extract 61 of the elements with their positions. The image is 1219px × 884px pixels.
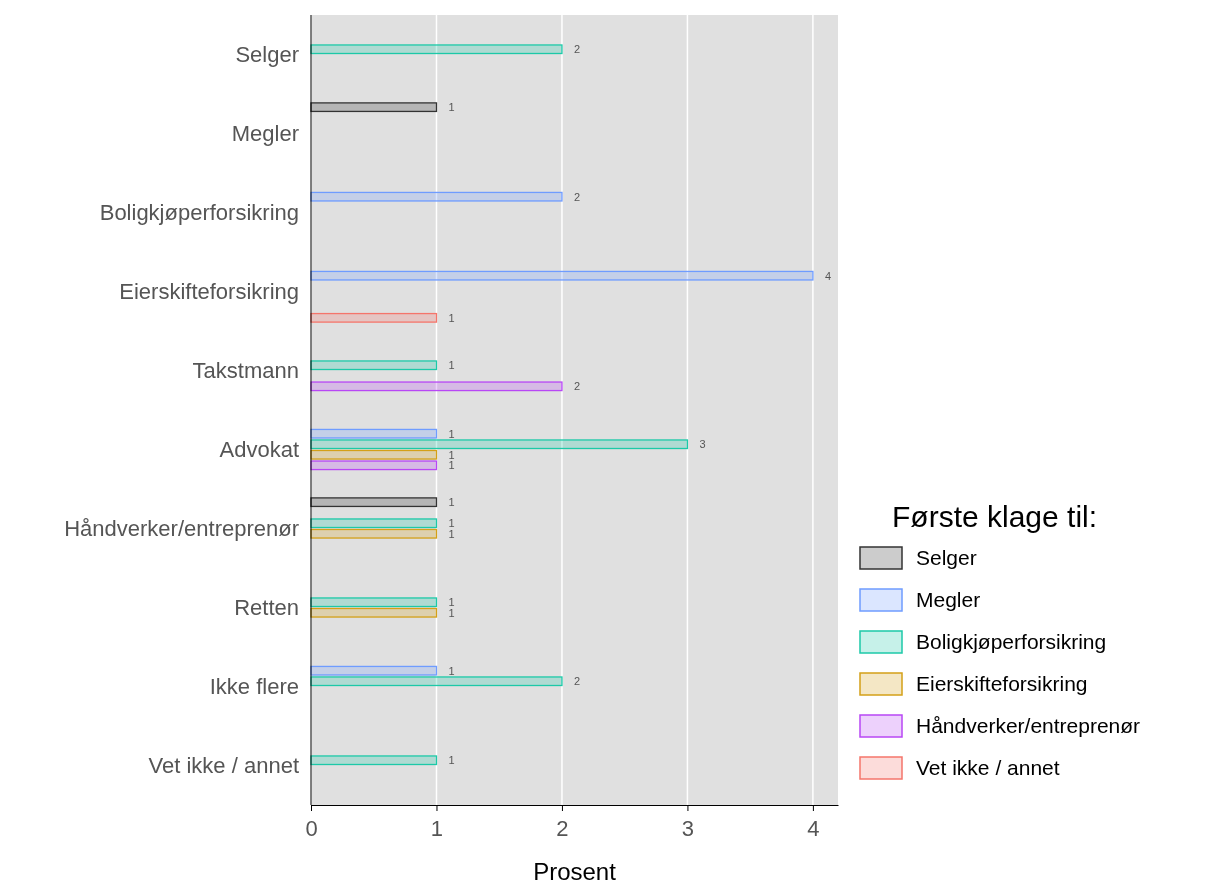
bar	[310, 381, 563, 392]
bar	[310, 428, 438, 439]
data-label: 1	[448, 448, 455, 461]
bar	[310, 439, 689, 450]
legend-label: Selger	[916, 546, 977, 570]
data-label: 4	[824, 269, 832, 282]
data-label: 3	[699, 438, 706, 451]
data-label: 1	[448, 596, 455, 609]
data-label: 1	[448, 359, 455, 372]
x-tick-label: 4	[807, 816, 820, 841]
y-tick-label: Ikke flere	[209, 673, 299, 699]
data-label: 1	[448, 527, 455, 540]
bar	[310, 597, 438, 608]
data-label: 1	[448, 311, 455, 324]
data-label: 1	[448, 517, 455, 530]
data-label: 2	[573, 43, 581, 56]
data-label: 1	[448, 606, 455, 619]
bar	[310, 755, 438, 766]
y-tick-label: Takstmann	[192, 357, 299, 383]
bar	[310, 44, 563, 55]
y-tick-label: Eierskifteforsikring	[119, 278, 299, 304]
legend-title: Første klage til:	[892, 500, 1098, 533]
bar	[310, 460, 438, 471]
bar	[310, 449, 438, 460]
data-label: 1	[448, 664, 455, 677]
data-label: 2	[573, 380, 581, 393]
data-label: 2	[573, 190, 581, 203]
y-tick-label: Håndverker/entreprenør	[64, 515, 299, 541]
legend-label: Boligkjøperforsikring	[916, 630, 1107, 654]
bar	[310, 665, 438, 676]
bar	[310, 497, 438, 508]
y-tick-label: Selger	[235, 41, 299, 67]
bar	[310, 518, 438, 529]
data-label: 1	[448, 754, 455, 767]
y-tick-label: Vet ikke / annet	[148, 752, 299, 778]
data-label: 1	[448, 496, 455, 509]
bar	[310, 607, 438, 618]
bar	[310, 102, 438, 113]
bar	[310, 676, 563, 687]
data-label: 1	[448, 427, 455, 440]
x-tick-label: 0	[305, 816, 318, 841]
data-label: 2	[573, 675, 581, 688]
legend-label: Håndverker/entreprenør	[916, 714, 1141, 738]
x-axis-title: Prosent	[533, 858, 617, 884]
bar	[310, 191, 563, 202]
data-label: 1	[448, 101, 455, 114]
y-tick-label: Advokat	[219, 436, 299, 462]
bar	[310, 360, 438, 371]
x-tick-label: 3	[681, 816, 695, 841]
x-tick-label: 2	[556, 816, 569, 841]
y-tick-label: Retten	[234, 594, 299, 620]
bar	[310, 312, 438, 323]
y-tick-label: Megler	[231, 120, 299, 146]
bar	[310, 270, 814, 281]
bar	[310, 528, 438, 539]
data-label: 1	[448, 459, 455, 472]
legend-label: Megler	[916, 588, 981, 612]
x-tick-label: 1	[430, 816, 444, 841]
legend-label: Vet ikke / annet	[916, 756, 1060, 780]
y-tick-label: Boligkjøperforsikring	[99, 199, 299, 225]
legend-label: Eierskifteforsikring	[916, 672, 1088, 696]
